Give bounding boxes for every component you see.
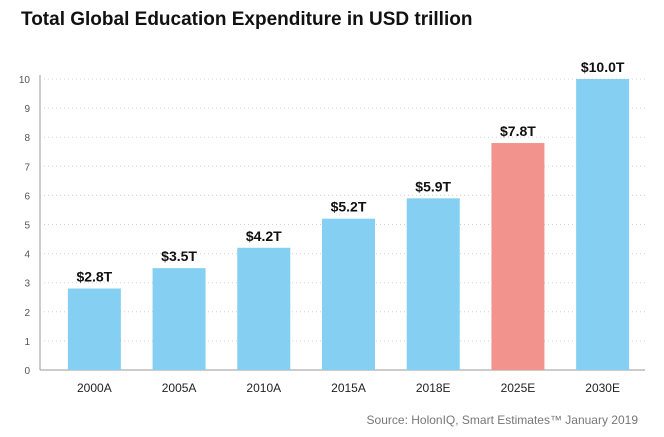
x-tick-label: 2018E xyxy=(416,381,451,395)
data-label-2025E: $7.8T xyxy=(500,123,536,139)
y-tick-label: 6 xyxy=(24,191,30,202)
x-tick-label: 2015A xyxy=(331,381,366,395)
chart-title: Total Global Education Expenditure in US… xyxy=(21,9,473,30)
x-tick-label: 2005A xyxy=(162,381,197,395)
data-label-2010A: $4.2T xyxy=(246,228,282,244)
y-tick-label: 0 xyxy=(24,366,30,377)
data-label-2015A: $5.2T xyxy=(331,199,367,215)
y-tick-label: 5 xyxy=(24,221,30,232)
y-tick-label: 9 xyxy=(24,104,30,115)
y-tick-label: 10 xyxy=(19,75,31,86)
source-note: Source: HolonIQ, Smart Estimates™ Januar… xyxy=(366,413,638,427)
data-label-2018E: $5.9T xyxy=(415,178,451,194)
data-label-2005A: $3.5T xyxy=(161,248,197,264)
x-tick-label: 2030E xyxy=(585,381,620,395)
x-tick-label: 2025E xyxy=(501,381,536,395)
bar-2005A xyxy=(152,268,206,370)
bar-2015A xyxy=(322,218,375,370)
y-tick-label: 7 xyxy=(24,162,30,173)
bar-2010A xyxy=(237,247,291,370)
bar-2030E xyxy=(576,79,630,370)
bar-2000A xyxy=(67,288,121,370)
x-tick-label: 2010A xyxy=(246,381,281,395)
y-tick-label: 4 xyxy=(24,250,30,261)
bar-2025E xyxy=(491,143,545,370)
data-label-2000A: $2.8T xyxy=(76,269,112,285)
y-tick-label: 3 xyxy=(24,279,30,290)
y-tick-label: 1 xyxy=(24,337,30,348)
x-tick-label: 2000A xyxy=(77,381,112,395)
bar-2018E xyxy=(406,198,460,370)
y-tick-label: 2 xyxy=(24,308,30,319)
y-tick-label: 8 xyxy=(24,133,30,144)
data-label-2030E: $10.0T xyxy=(581,59,625,75)
